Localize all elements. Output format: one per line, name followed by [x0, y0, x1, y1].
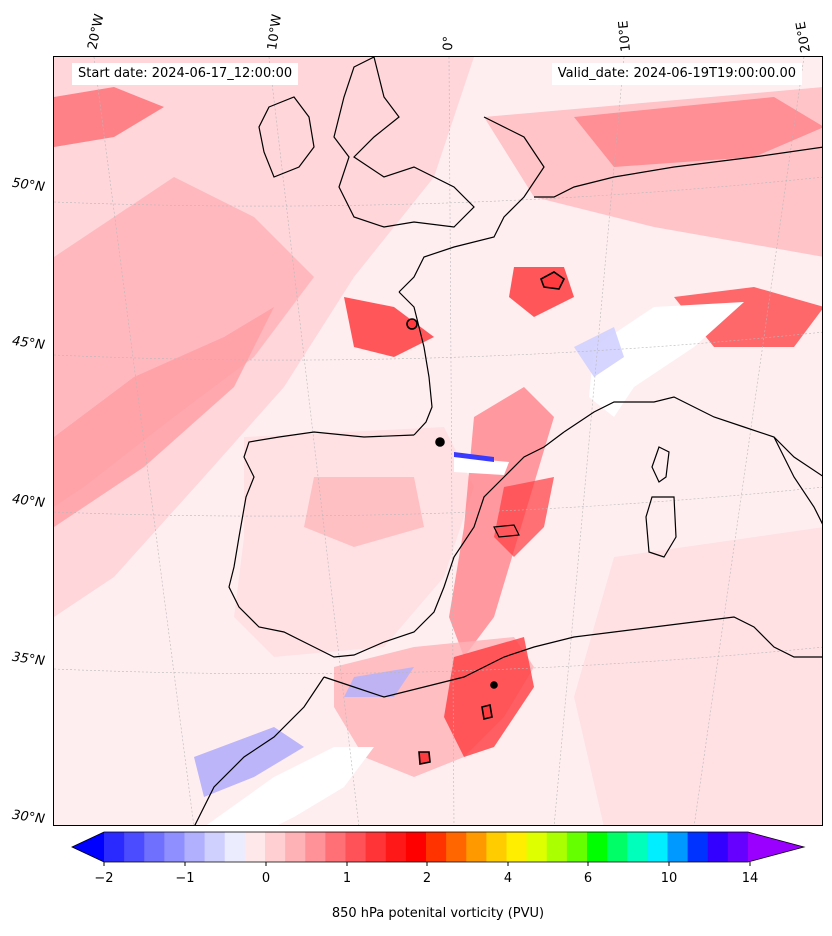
graticule	[54, 57, 822, 825]
alps-blue-patch	[574, 327, 624, 377]
colorbar-tick-label: 4	[504, 871, 512, 886]
colorbar-segment	[727, 832, 749, 862]
atlas-red-ridge	[444, 637, 534, 757]
colorbar-left-arrow	[72, 832, 104, 862]
coast-north-sea	[534, 146, 822, 198]
colorbar: −2 −1 0 1 2 4 6 10 14	[71, 831, 806, 886]
med-red-core	[494, 477, 554, 557]
east-med-field	[574, 527, 822, 825]
alps-missing-data	[589, 302, 744, 417]
colorbar-segment	[325, 832, 346, 862]
colorbar-segment	[244, 832, 266, 862]
balearic-white-strip	[454, 457, 509, 475]
colorbar-segment	[305, 832, 326, 862]
coast-ireland	[258, 96, 315, 178]
colorbar-tick-label: 10	[661, 871, 678, 886]
balearic-blue-edge	[454, 452, 494, 462]
iberia-pink-patch	[304, 477, 424, 547]
hotspot-atlas-1	[490, 681, 498, 689]
colorbar-segment	[124, 832, 145, 862]
hotspot-central-france	[540, 271, 566, 290]
colorbar-segment	[687, 832, 709, 862]
colorbar-segment	[647, 832, 668, 862]
colorbar-tick-label: 1	[343, 871, 351, 886]
nw-red-patch	[54, 87, 164, 147]
alps-red-patch	[674, 287, 822, 347]
colorbar-segment	[446, 832, 467, 862]
colorbar-right-arrow	[748, 832, 804, 862]
map-frame	[53, 56, 823, 826]
coast-sardinia	[645, 496, 677, 558]
colorbar-tick-label: 6	[584, 871, 592, 886]
colorbar-title: 850 hPa potenital vorticity (PVU)	[331, 906, 545, 921]
colorbar-segment	[546, 832, 568, 862]
colorbar-ticks: −2 −1 0 1 2 4 6 10 14	[94, 862, 758, 886]
colorbar-segment	[285, 832, 306, 862]
colorbar-segment	[164, 832, 185, 862]
colorbar-segment	[184, 832, 206, 862]
colorbar-segment	[466, 832, 487, 862]
colorbar-segment	[144, 832, 165, 862]
colorbar-segment	[224, 832, 246, 862]
coast-biscay	[398, 291, 433, 436]
pv-map	[54, 57, 822, 825]
hotspot-atlas-3	[418, 751, 431, 765]
colorbar-segment	[486, 832, 507, 862]
colorbar-segment	[265, 832, 286, 862]
colorbar-tick-label: 14	[742, 871, 759, 886]
hotspot-ebro	[435, 437, 445, 447]
colorbar-segment	[405, 832, 427, 862]
hotspot-atlas-2	[481, 704, 493, 720]
colorbar-tick-label: −2	[94, 871, 113, 886]
colorbar-segment	[627, 832, 648, 862]
coast-iberia	[228, 431, 565, 658]
colorbar-segment	[345, 832, 367, 862]
biscay-red-patch	[344, 297, 434, 357]
colorbar-tick-label: 2	[423, 871, 431, 886]
coast-italy	[773, 436, 822, 525]
colorbar-segment	[587, 832, 608, 862]
colorbar-tick-label: 0	[262, 871, 270, 886]
coast-corsica	[651, 446, 670, 483]
coast-france-italy	[563, 396, 822, 477]
coast-n-africa	[323, 616, 822, 698]
colorbar-segment	[204, 832, 226, 862]
coast-britain	[333, 57, 475, 228]
colorbar-segment	[104, 832, 125, 862]
northeast-red-band	[574, 97, 822, 167]
colorbar-segment	[506, 832, 528, 862]
colorbar-segment	[607, 832, 628, 862]
coast-france-north	[398, 116, 545, 293]
hotspot-biscay	[406, 318, 418, 330]
colorbar-segment	[385, 832, 407, 862]
colorbar-segments	[71, 831, 806, 863]
colorbar-tick-label: −1	[175, 871, 194, 886]
coast-mallorca	[493, 524, 520, 538]
start-date-label: Start date: 2024-06-17_12:00:00	[72, 63, 299, 85]
pv-hotspots	[406, 271, 566, 765]
colorbar-segment	[667, 832, 689, 862]
morocco-missing-data	[206, 747, 374, 825]
colorbar-segment	[707, 832, 729, 862]
valid-date-label: Valid_date: 2024-06-19T19:00:00.00	[551, 63, 802, 85]
coast-morocco	[194, 676, 325, 825]
colorbar-segment	[566, 832, 588, 862]
atlantic-band-b	[54, 307, 274, 527]
coastlines	[194, 57, 822, 825]
colorbar-segment	[365, 832, 387, 862]
colorbar-segment	[526, 832, 548, 862]
colorbar-segment	[426, 832, 447, 862]
